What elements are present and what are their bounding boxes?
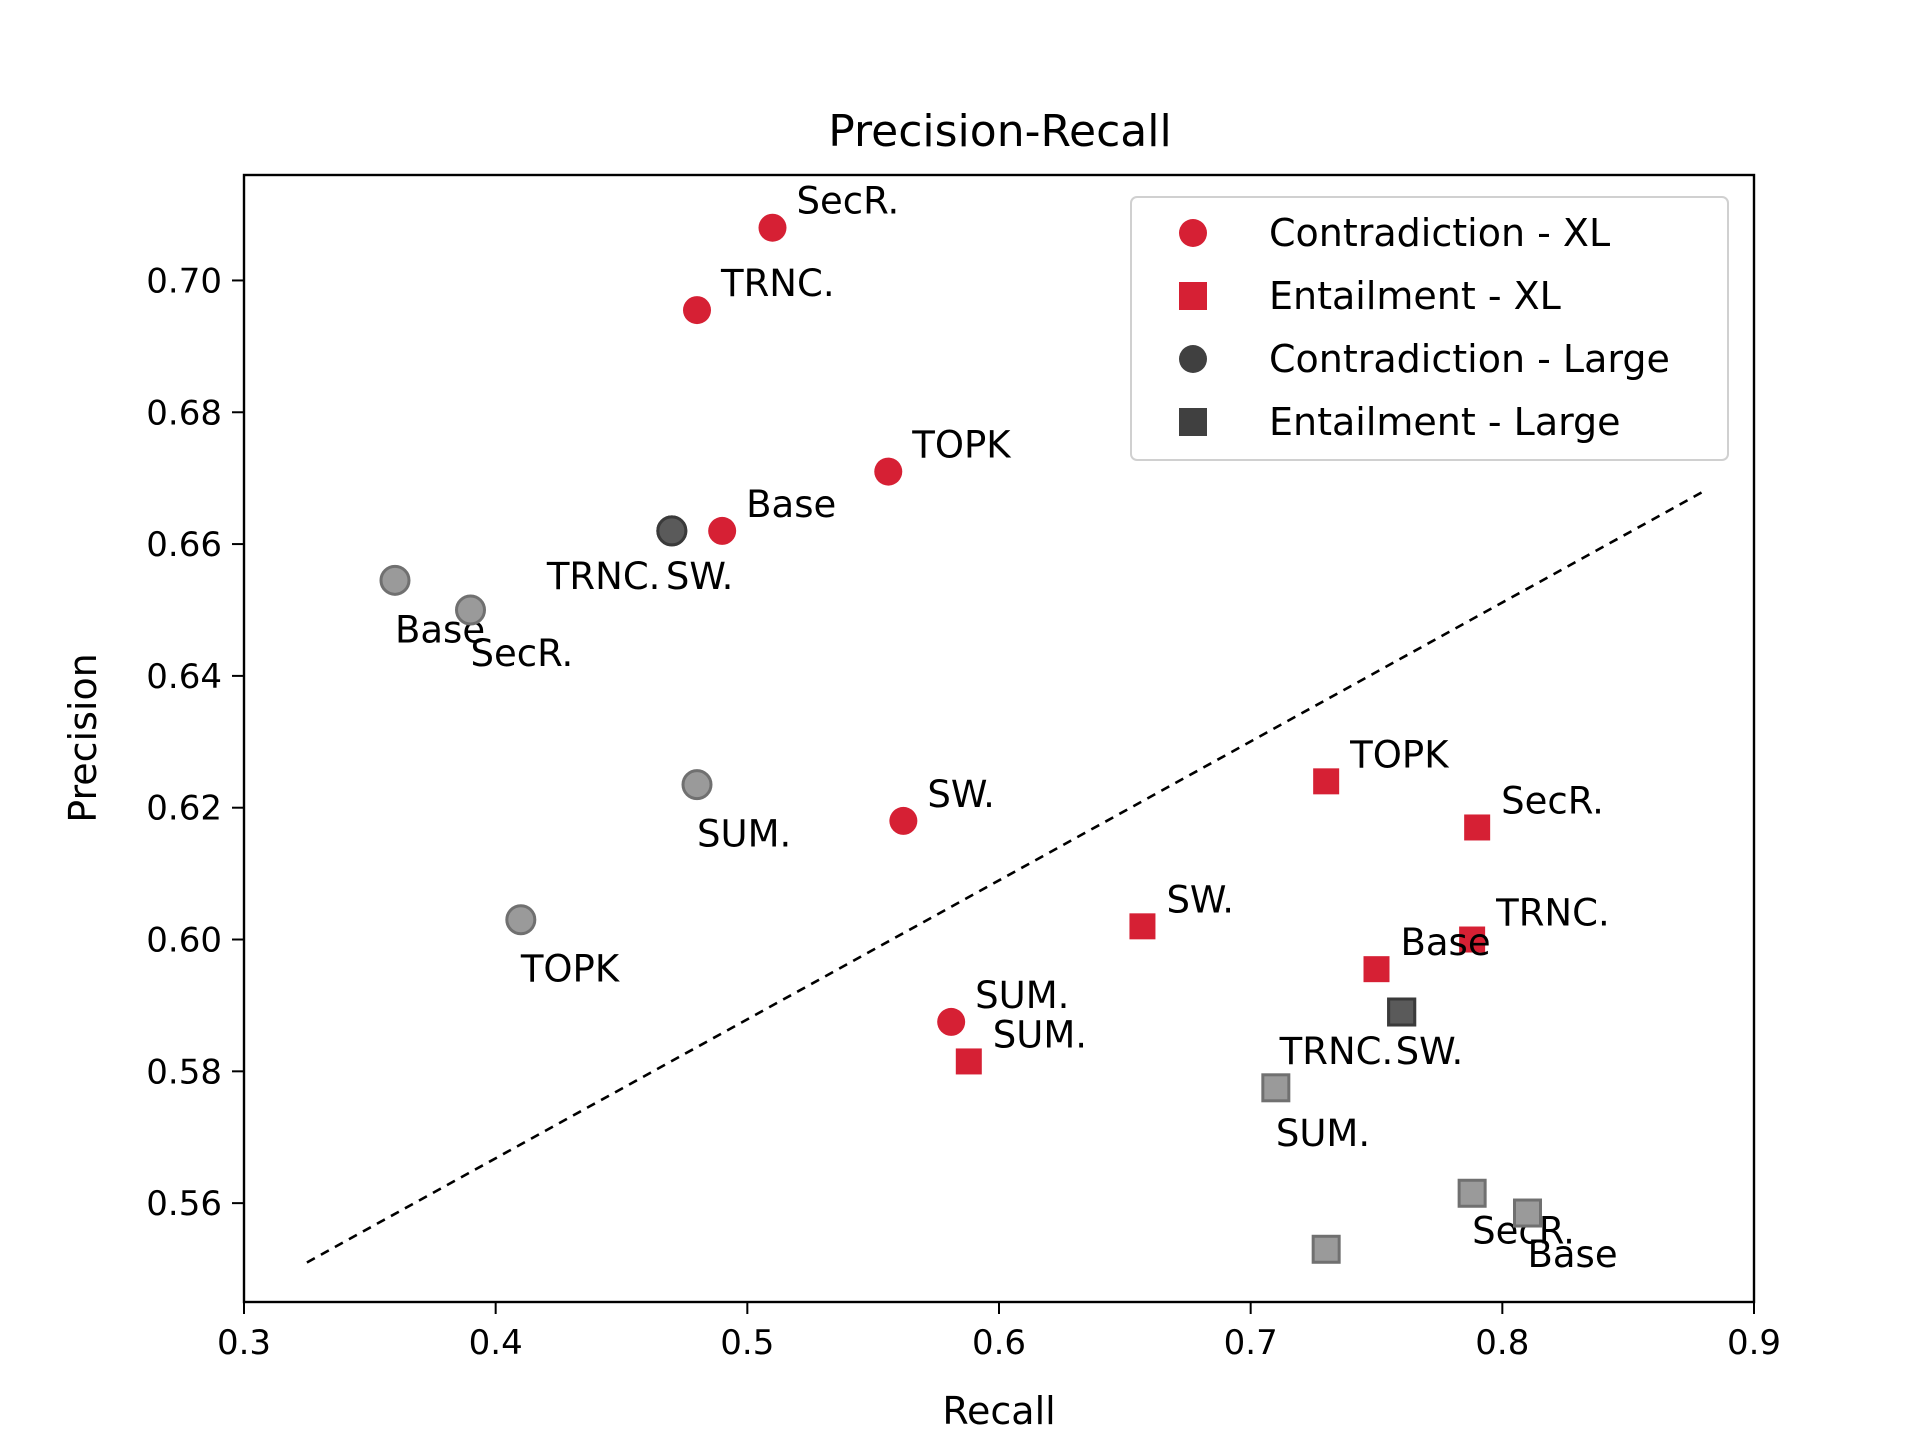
point-label-2-4: SUM. bbox=[697, 813, 791, 856]
point-2-5 bbox=[505, 904, 537, 936]
legend-marker-3 bbox=[1179, 408, 1207, 436]
point-0-5 bbox=[937, 1007, 966, 1036]
reference-diagonal-line bbox=[306, 490, 1705, 1264]
x-tick-label-5: 0.8 bbox=[1475, 1323, 1529, 1363]
legend-label-0: Contradiction - XL bbox=[1269, 211, 1610, 255]
point-label-0-1: TRNC. bbox=[720, 262, 835, 305]
x-tick-label-1: 0.4 bbox=[469, 1323, 523, 1363]
point-label-1-4: Base bbox=[1401, 921, 1491, 964]
y-tick-label-2: 0.60 bbox=[146, 921, 222, 961]
point-label-0-4: SW. bbox=[927, 773, 995, 816]
point-2-3 bbox=[455, 594, 486, 626]
y-tick-label-1: 0.58 bbox=[146, 1052, 222, 1092]
point-2-1 bbox=[656, 515, 688, 547]
point-label-3-4: Base bbox=[1528, 1233, 1618, 1276]
point-3-3 bbox=[1457, 1178, 1487, 1208]
y-axis-label: Precision bbox=[61, 653, 105, 823]
point-0-4 bbox=[889, 806, 918, 835]
point-1-5 bbox=[955, 1048, 982, 1075]
point-label-2-3: SecR. bbox=[471, 632, 574, 675]
y-tick-label-7: 0.70 bbox=[146, 261, 222, 301]
point-label-1-2: SW. bbox=[1166, 878, 1234, 921]
legend-marker-1 bbox=[1179, 282, 1207, 310]
legend-label-2: Contradiction - Large bbox=[1269, 337, 1670, 381]
point-1-3 bbox=[1459, 926, 1486, 953]
point-label-2-1: SW. bbox=[666, 555, 734, 598]
point-label-0-2: TOPK bbox=[911, 424, 1012, 467]
point-3-1 bbox=[1387, 997, 1417, 1027]
point-label-1-1: SecR. bbox=[1501, 779, 1604, 822]
legend-marker-0 bbox=[1179, 219, 1207, 247]
point-label-0-5: SUM. bbox=[975, 974, 1069, 1017]
legend-box bbox=[1130, 196, 1729, 461]
x-axis-label: Recall bbox=[942, 1389, 1055, 1433]
point-0-2 bbox=[874, 457, 903, 486]
point-0-0 bbox=[758, 213, 787, 242]
point-label-3-0: TRNC. bbox=[1279, 1030, 1394, 1073]
y-tick-label-0: 0.56 bbox=[146, 1184, 222, 1224]
x-tick-label-0: 0.3 bbox=[217, 1323, 271, 1363]
point-label-3-1: SW. bbox=[1396, 1030, 1464, 1073]
point-3-2 bbox=[1261, 1073, 1291, 1103]
legend-label-3: Entailment - Large bbox=[1269, 400, 1621, 444]
legend: Contradiction - XL Entailment - XL Contrad… bbox=[1130, 196, 1729, 461]
point-1-0 bbox=[1313, 768, 1340, 795]
point-1-1 bbox=[1464, 814, 1491, 841]
x-tick-label-2: 0.5 bbox=[720, 1323, 774, 1363]
x-tick-label-3: 0.6 bbox=[972, 1323, 1026, 1363]
point-label-1-3: TRNC. bbox=[1495, 892, 1610, 935]
y-tick-label-5: 0.66 bbox=[146, 525, 222, 565]
point-3-4 bbox=[1513, 1198, 1542, 1228]
point-label-2-0: TRNC. bbox=[546, 555, 661, 598]
y-tick-label-6: 0.68 bbox=[146, 393, 222, 433]
legend-label-1: Entailment - XL bbox=[1269, 274, 1561, 318]
x-tick-label-6: 0.9 bbox=[1727, 1323, 1781, 1363]
point-label-1-0: TOPK bbox=[1349, 733, 1450, 776]
y-tick-label-3: 0.62 bbox=[146, 789, 222, 829]
y-tick-label-4: 0.64 bbox=[146, 657, 222, 697]
x-tick-label-4: 0.7 bbox=[1224, 1323, 1278, 1363]
point-0-3 bbox=[708, 516, 737, 545]
point-label-1-5: SUM. bbox=[993, 1013, 1087, 1056]
point-label-0-3: Base bbox=[746, 483, 836, 526]
point-label-2-5: TOPK bbox=[520, 948, 621, 991]
point-1-2 bbox=[1129, 913, 1156, 940]
point-2-4 bbox=[681, 769, 713, 801]
point-2-2 bbox=[379, 564, 411, 596]
point-1-4 bbox=[1363, 956, 1390, 983]
legend-marker-2 bbox=[1179, 345, 1207, 373]
axes: 0.3 0.4 0.5 0.6 0.7 0.8 0.9 0.56 0.58 0.60 0.62 0.6… bbox=[146, 261, 1781, 1363]
point-0-1 bbox=[683, 296, 711, 325]
point-label-3-2: SUM. bbox=[1276, 1112, 1370, 1155]
point-3-5 bbox=[1311, 1234, 1341, 1264]
chart-title: Precision-Recall bbox=[828, 106, 1171, 157]
point-label-0-0: SecR. bbox=[797, 180, 900, 223]
